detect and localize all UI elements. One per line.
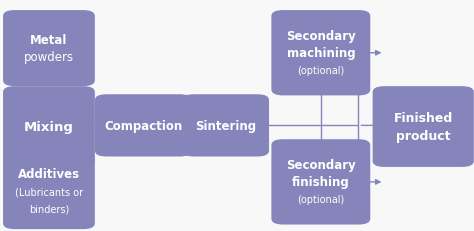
- Text: Finished: Finished: [393, 112, 453, 125]
- Text: Secondary: Secondary: [286, 158, 356, 171]
- Text: Additives: Additives: [18, 167, 80, 180]
- FancyBboxPatch shape: [272, 11, 370, 96]
- FancyBboxPatch shape: [3, 11, 95, 87]
- Text: powders: powders: [24, 51, 74, 64]
- FancyBboxPatch shape: [3, 153, 95, 229]
- FancyBboxPatch shape: [182, 95, 269, 157]
- Text: Sintering: Sintering: [195, 119, 256, 132]
- FancyBboxPatch shape: [272, 140, 370, 225]
- FancyBboxPatch shape: [3, 87, 95, 167]
- FancyBboxPatch shape: [373, 87, 474, 167]
- Text: (optional): (optional): [297, 194, 345, 204]
- Text: Secondary: Secondary: [286, 30, 356, 43]
- Text: (Lubricants or: (Lubricants or: [15, 186, 83, 196]
- Text: Metal: Metal: [30, 34, 68, 47]
- Text: (optional): (optional): [297, 66, 345, 76]
- Text: binders): binders): [29, 204, 69, 213]
- Text: product: product: [396, 129, 450, 142]
- Text: finishing: finishing: [292, 176, 350, 188]
- FancyBboxPatch shape: [95, 95, 191, 157]
- Text: Compaction: Compaction: [104, 119, 182, 132]
- Text: machining: machining: [286, 47, 355, 60]
- Text: Mixing: Mixing: [24, 121, 74, 134]
